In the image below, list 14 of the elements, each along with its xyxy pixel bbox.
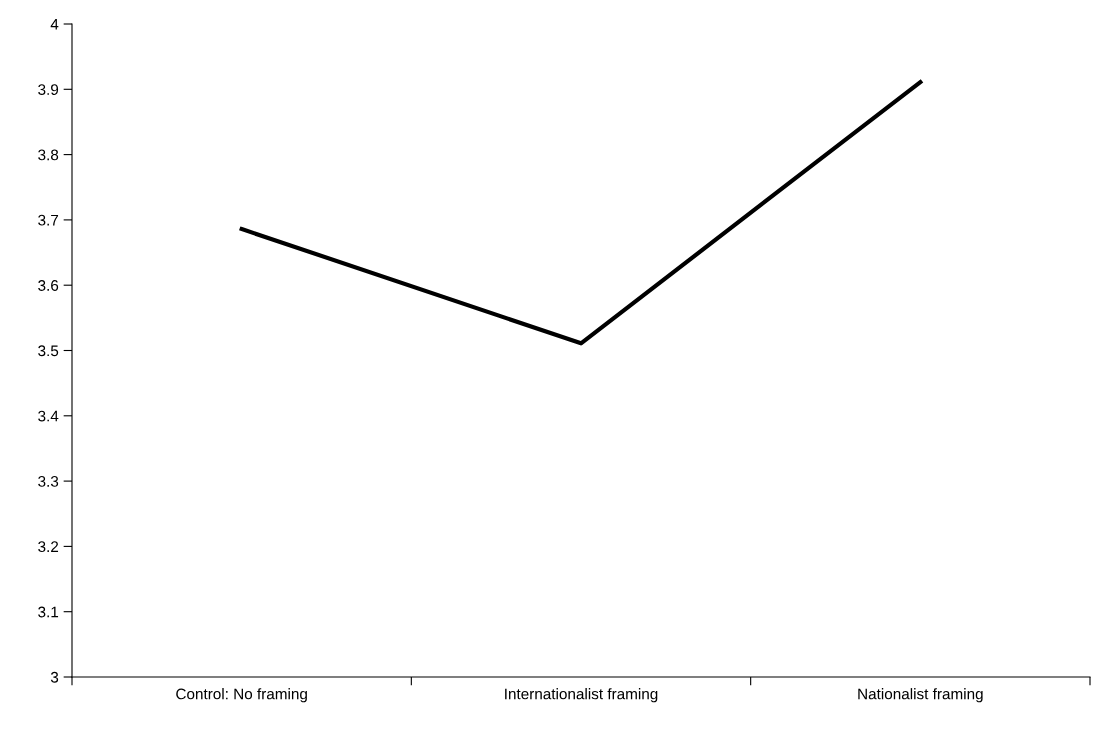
y-tick-label: 3.9 [38,84,59,95]
y-tick-label: 3.8 [38,149,59,161]
x-tick-label: Nationalist framing [858,688,983,703]
x-tick-label: Control: No framing [176,688,307,703]
y-tick-label: 3.3 [38,475,59,487]
y-tick-label: 4 [50,19,59,30]
x-tick-label: Internationalist framing [505,688,658,703]
y-tick-label: 3.2 [38,541,59,553]
y-tick-label: 3.7 [38,214,59,226]
y-tick-label: 3 [50,671,59,683]
y-tick-label: 3.5 [38,345,59,357]
y-tick-label: 3.6 [38,280,59,291]
y-tick-label: 3.4 [38,410,59,422]
y-tick-label: 3.1 [38,606,59,618]
